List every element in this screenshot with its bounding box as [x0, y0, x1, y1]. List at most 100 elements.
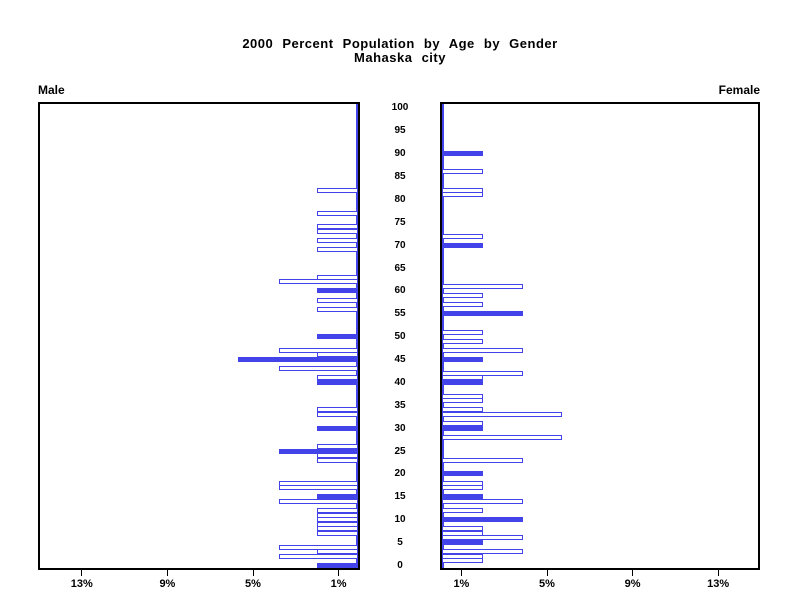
female-bar-age-2	[442, 553, 483, 559]
age-tick-label-20: 20	[394, 468, 406, 480]
male-bar-age-71	[317, 238, 358, 244]
female-bar-age-61	[442, 283, 523, 289]
age-tick-label-0: 0	[397, 559, 403, 571]
male-bar-age-30	[317, 425, 358, 431]
male-bar-age-26	[317, 443, 358, 449]
female-bar-age-17	[442, 485, 483, 491]
male-bar-age-3	[317, 549, 358, 555]
female-bar-age-34	[442, 407, 483, 413]
female-bar-age-70	[442, 242, 483, 248]
female-bar-age-55	[442, 311, 523, 317]
age-tick-label-45: 45	[394, 354, 406, 366]
female-x-tick-5	[546, 570, 548, 576]
male-bar-age-23	[317, 457, 358, 463]
female-bar-age-15	[442, 494, 483, 500]
male-panel-label: Male	[38, 83, 65, 97]
male-bar-age-73	[317, 228, 358, 234]
age-tick-label-10: 10	[394, 514, 406, 526]
female-bar-age-14	[442, 498, 523, 504]
male-x-tick-label-1: 1%	[330, 578, 347, 590]
male-bar-age-74	[317, 224, 358, 230]
male-bar-age-77	[317, 210, 358, 216]
male-x-tick-label-5: 5%	[245, 578, 261, 590]
age-tick-label-25: 25	[394, 445, 406, 457]
female-bar-age-33	[442, 411, 562, 417]
male-bar-age-33	[317, 411, 358, 417]
male-plot-frame	[38, 102, 360, 570]
female-bar-age-45	[442, 357, 483, 363]
female-bar-age-10	[442, 517, 523, 523]
female-plot-frame	[440, 102, 760, 570]
male-bar-age-40	[317, 379, 358, 385]
female-panel-label: Female	[718, 83, 760, 97]
female-bar-age-72	[442, 233, 483, 239]
age-tick-label-50: 50	[394, 331, 406, 343]
female-bar-age-3	[442, 549, 523, 555]
male-bar-age-7	[317, 530, 358, 536]
male-bar-age-47	[279, 347, 358, 353]
male-bar-age-41	[317, 375, 358, 381]
male-bar-age-50	[317, 334, 358, 340]
male-bar-age-12	[317, 508, 358, 513]
female-zero-line	[442, 104, 444, 568]
male-x-tick-1	[338, 570, 340, 576]
female-bar-age-6	[442, 535, 523, 541]
age-tick-label-90: 90	[394, 148, 406, 160]
male-bar-age-4	[279, 544, 358, 550]
male-bar-age-9	[317, 521, 358, 527]
female-bar-age-8	[442, 526, 483, 532]
male-bar-age-60	[317, 288, 358, 294]
male-bar-age-25	[279, 448, 358, 454]
chart-title-line1: 2000 Percent Population by Age by Gender	[242, 36, 558, 51]
age-tick-label-5: 5	[397, 537, 403, 549]
female-x-tick-9	[632, 570, 634, 576]
age-tick-label-15: 15	[394, 491, 406, 503]
female-bar-age-40	[442, 379, 483, 385]
female-bar-age-28	[442, 434, 562, 440]
male-bar-age-45	[238, 357, 358, 363]
female-bar-age-37	[442, 393, 483, 399]
female-bar-age-51	[442, 329, 483, 335]
female-bar-age-31	[442, 421, 483, 427]
female-bar-age-57	[442, 302, 483, 308]
female-bar-age-42	[442, 370, 523, 376]
female-x-tick-label-13: 13%	[707, 578, 730, 590]
male-bar-age-15	[317, 494, 358, 500]
age-tick-label-35: 35	[394, 399, 406, 411]
female-bar-age-7	[442, 530, 483, 536]
age-tick-label-80: 80	[394, 193, 406, 205]
female-bar-age-49	[442, 338, 483, 344]
male-bar-age-10	[317, 517, 358, 523]
age-tick-label-60: 60	[394, 285, 406, 297]
male-x-tick-label-13: 13%	[70, 578, 93, 590]
female-bar-age-59	[442, 292, 483, 298]
female-bar-age-81	[442, 192, 483, 198]
female-bar-age-18	[442, 480, 483, 486]
female-x-tick-1	[460, 570, 462, 576]
female-bar-age-41	[442, 375, 483, 381]
age-tick-label-55: 55	[394, 308, 406, 320]
female-bar-age-20	[442, 471, 483, 477]
age-tick-label-40: 40	[394, 376, 406, 388]
age-tick-label-95: 95	[394, 125, 406, 137]
male-bar-age-69	[317, 247, 358, 253]
female-x-tick-label-5: 5%	[539, 578, 555, 590]
male-bar-age-0	[317, 562, 358, 568]
age-tick-label-85: 85	[394, 171, 406, 183]
female-x-tick-13	[717, 570, 719, 576]
male-bar-age-8	[317, 526, 358, 532]
female-x-tick-label-1: 1%	[453, 578, 470, 590]
male-bar-age-63	[317, 274, 358, 280]
female-bar-age-86	[442, 169, 483, 175]
female-bar-age-23	[442, 457, 523, 463]
chart-title-line2: Mahaska city	[354, 50, 446, 65]
male-bar-age-82	[317, 187, 358, 193]
male-x-tick-5	[252, 570, 254, 576]
male-bar-age-43	[279, 366, 358, 372]
age-tick-label-65: 65	[394, 262, 406, 274]
female-bar-age-47	[442, 347, 523, 353]
male-x-tick-13	[81, 570, 83, 576]
male-bar-age-56	[317, 306, 358, 312]
age-tick-label-70: 70	[394, 239, 406, 251]
